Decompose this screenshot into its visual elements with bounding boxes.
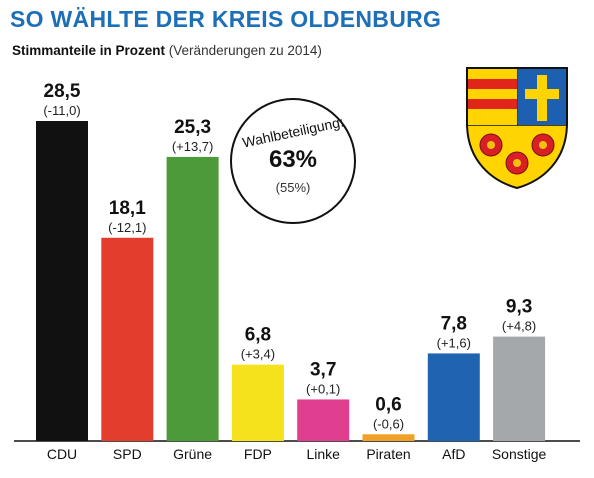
bar-fdp: [231, 364, 284, 441]
bar-spd: [101, 237, 154, 441]
value-label-fdp: 6,8: [245, 325, 271, 346]
subtitle-main: Stimmanteile in Prozent: [12, 43, 166, 58]
value-label-sonstige: 9,3: [506, 297, 532, 318]
turnout-previous: (55%): [275, 180, 311, 195]
bar-grüne: [166, 156, 219, 442]
subtitle-note: (Veränderungen zu 2014): [168, 43, 322, 58]
change-label-spd: (-12,1): [108, 220, 146, 235]
value-label-piraten: 0,6: [375, 394, 401, 415]
change-label-afd: (+1,6): [437, 335, 471, 350]
category-label-linke: Linke: [306, 446, 340, 462]
value-label-grüne: 25,3: [174, 117, 211, 138]
bar-cdu: [36, 121, 88, 441]
value-label-spd: 18,1: [109, 198, 146, 219]
chart-title: SO WÄHLTE DER KREIS OLDENBURG: [10, 6, 442, 32]
coat-of-arms-icon: [466, 67, 568, 190]
bar-piraten: [362, 434, 415, 441]
category-label-cdu: CDU: [47, 446, 77, 462]
change-label-grüne: (+13,7): [172, 139, 214, 154]
value-label-linke: 3,7: [310, 359, 336, 380]
category-label-fdp: FDP: [244, 446, 272, 462]
bar-afd: [427, 353, 480, 441]
value-label-cdu: 28,5: [44, 81, 81, 102]
bar-linke: [297, 399, 350, 441]
chart-subtitle: Stimmanteile in Prozent (Veränderungen z…: [12, 43, 322, 58]
change-label-piraten: (-0,6): [373, 416, 404, 431]
change-label-linke: (+0,1): [306, 381, 340, 396]
change-label-cdu: (-11,0): [43, 103, 80, 118]
category-label-sonstige: Sonstige: [492, 446, 547, 462]
category-label-spd: SPD: [113, 446, 142, 462]
turnout-circle: Wahlbeteiligung: 63% (55%): [230, 98, 356, 224]
category-label-grüne: Grüne: [173, 446, 212, 462]
category-label-piraten: Piraten: [366, 446, 410, 462]
value-label-afd: 7,8: [441, 313, 467, 334]
change-label-fdp: (+3,4): [241, 347, 275, 362]
turnout-value: 63%: [268, 146, 318, 173]
category-label-afd: AfD: [442, 446, 465, 462]
bar-sonstige: [493, 336, 546, 441]
change-label-sonstige: (+4,8): [502, 319, 536, 334]
